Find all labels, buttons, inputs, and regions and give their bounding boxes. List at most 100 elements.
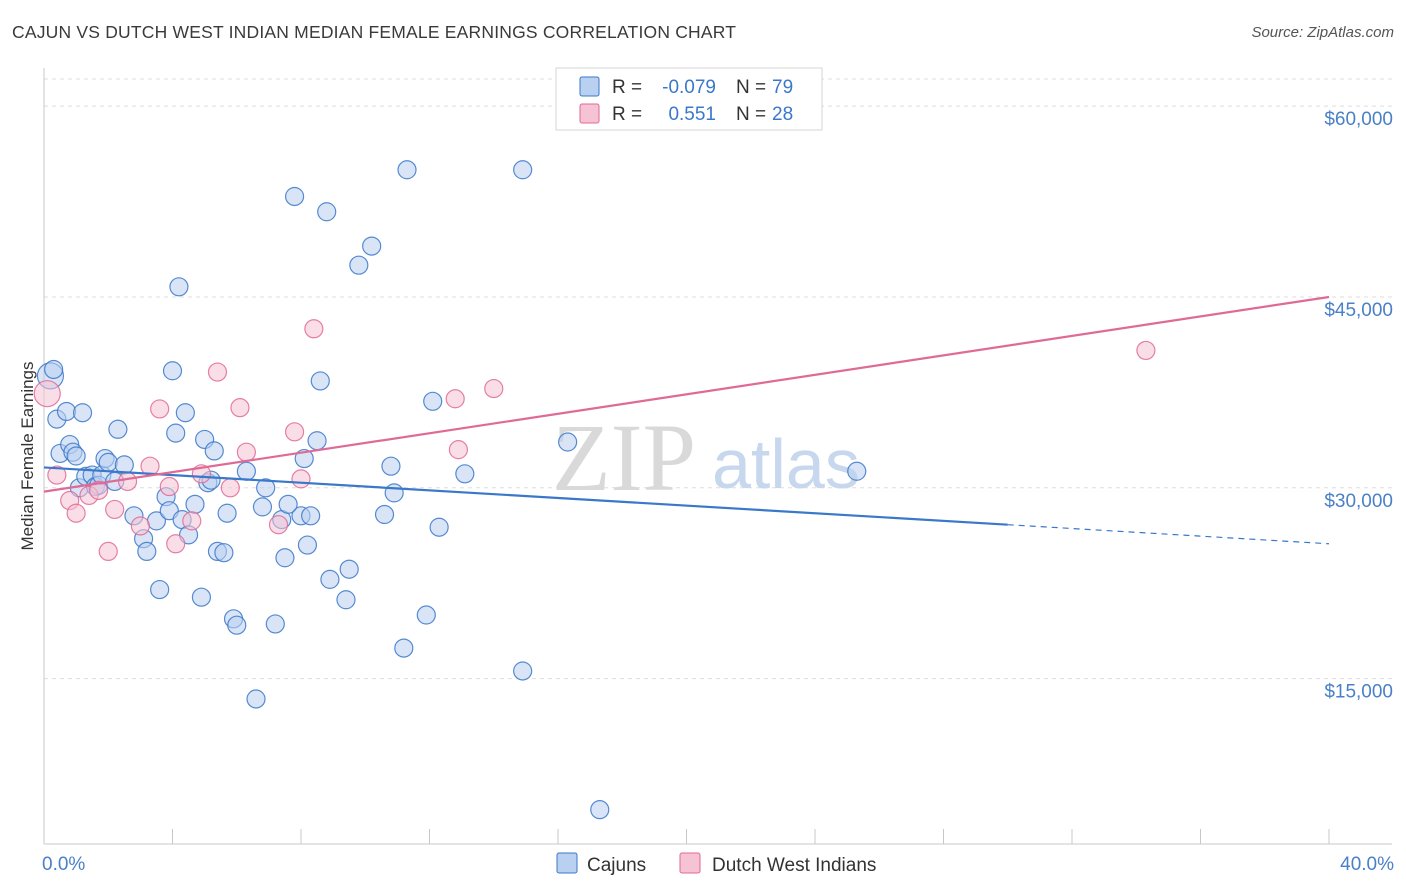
grid-lines [44, 78, 1392, 680]
cajun-point-74 [44, 359, 64, 380]
dutch-point-26 [484, 378, 504, 399]
dutch-point-18 [230, 398, 250, 418]
cajun-point-28 [175, 403, 195, 423]
legend-n-label-1: N = [736, 77, 766, 98]
dutch-point-19 [236, 442, 256, 462]
cajun-point-21 [150, 579, 170, 600]
cajun-point-63 [394, 638, 414, 658]
cajun-point-43 [256, 478, 276, 498]
legend-r-value-2: 0.551 [668, 104, 716, 125]
cajun-point-30 [185, 494, 205, 514]
cajun-point-72 [590, 800, 610, 820]
y-tick-label-3: $60,000 [1324, 109, 1393, 130]
legend-n-label-2: N = [736, 104, 766, 125]
dutch-point-6 [98, 541, 118, 562]
dutch-point-3 [66, 503, 86, 523]
series-legend: Cajuns Dutch West Indians [556, 852, 876, 876]
legend-swatch-blue [579, 76, 600, 97]
dutch-point-1 [47, 465, 67, 485]
legend-n-value-2: 28 [772, 104, 793, 125]
dutch-point-23 [304, 319, 324, 339]
cajun-point-71 [558, 432, 578, 452]
dutch-point-0 [33, 380, 61, 408]
cajun-point-16 [108, 419, 128, 439]
cajun-trend-line [43, 466, 1008, 526]
cajun-point-7 [72, 403, 93, 423]
x-tick-label-max: 40.0% [1340, 854, 1394, 875]
x-tick-label-min: 0.0% [42, 854, 85, 875]
dutch-point-8 [117, 471, 138, 492]
chart-title: CAJUN VS DUTCH WEST INDIAN MEDIAN FEMALE… [12, 22, 737, 42]
bottom-legend-dutch: Dutch West Indians [712, 855, 876, 876]
legend-r-label-2: R = [612, 104, 642, 125]
dutch-point-16 [207, 362, 228, 382]
cajun-point-65 [416, 605, 436, 625]
cajun-point-67 [429, 517, 449, 537]
cajun-point-14 [98, 452, 118, 472]
dutch-point-12 [159, 476, 179, 497]
dutch-point-27 [1136, 340, 1156, 361]
cajun-point-42 [252, 497, 273, 517]
axes [43, 68, 1392, 845]
cajun-point-73 [847, 461, 867, 481]
cajun-point-52 [307, 431, 327, 451]
bottom-legend-swatch-cajuns [556, 852, 578, 874]
bottom-legend-swatch-dutch [679, 852, 701, 874]
legend-n-value-1: 79 [772, 77, 793, 98]
cajun-point-64 [397, 160, 417, 180]
watermark-atlas: atlas [712, 425, 860, 503]
cajun-point-26 [169, 277, 189, 297]
legend-r-label-1: R = [612, 77, 642, 98]
cajun-point-37 [217, 503, 237, 523]
dutch-point-20 [268, 515, 289, 535]
cajun-point-44 [265, 614, 285, 634]
dutch-point-11 [150, 399, 170, 419]
cajun-point-69 [513, 160, 533, 180]
dutch-point-7 [105, 499, 125, 520]
cajun-point-47 [284, 186, 305, 207]
dutch-point-5 [89, 480, 109, 500]
cajun-point-58 [349, 255, 369, 275]
cajun-point-55 [320, 569, 340, 589]
dutch-point-24 [445, 389, 465, 409]
cajun-point-34 [204, 441, 224, 461]
cajun-point-57 [339, 559, 359, 579]
cajun-point-19 [137, 541, 157, 562]
y-tick-label-0: $15,000 [1324, 682, 1393, 703]
cajun-point-49 [294, 448, 314, 469]
y-tick-label-2: $45,000 [1324, 300, 1393, 321]
trend-lines [43, 295, 1330, 545]
y-tick-labels: $15,000 $30,000 $45,000 $60,000 [1324, 109, 1393, 702]
cajun-point-53 [310, 371, 330, 391]
cajun-point-78 [278, 494, 298, 514]
dutch-point-21 [284, 422, 305, 442]
cajun-point-51 [301, 506, 321, 526]
dutch-point-25 [448, 440, 469, 460]
legend-swatch-pink [579, 103, 600, 124]
cajun-point-41 [246, 689, 266, 709]
dutch-point-9 [130, 516, 150, 536]
dutch-point-22 [291, 469, 311, 489]
cajun-point-24 [162, 361, 183, 381]
legend-box [555, 67, 823, 131]
cajun-point-56 [336, 590, 356, 610]
cajun-point-60 [374, 504, 395, 525]
dutch-west-indians-points [33, 319, 1156, 562]
y-tick-label-1: $30,000 [1324, 491, 1393, 512]
dutch-point-14 [182, 511, 202, 531]
cajun-point-25 [166, 423, 186, 443]
y-axis-label: Median Female Earnings [18, 362, 37, 551]
cajun-point-61 [381, 456, 401, 476]
cajun-point-75 [66, 446, 86, 466]
cajun-point-50 [297, 535, 318, 555]
cajun-point-39 [227, 615, 247, 635]
cajun-point-62 [384, 483, 404, 503]
dutch-point-17 [220, 478, 240, 498]
legend-r-value-1: -0.079 [662, 77, 716, 98]
cajun-trend-extension [1007, 524, 1330, 545]
cajun-point-70 [513, 661, 533, 681]
cajun-point-3 [56, 401, 77, 422]
cajun-point-66 [423, 391, 443, 411]
watermark-zip: ZIP [552, 404, 696, 511]
